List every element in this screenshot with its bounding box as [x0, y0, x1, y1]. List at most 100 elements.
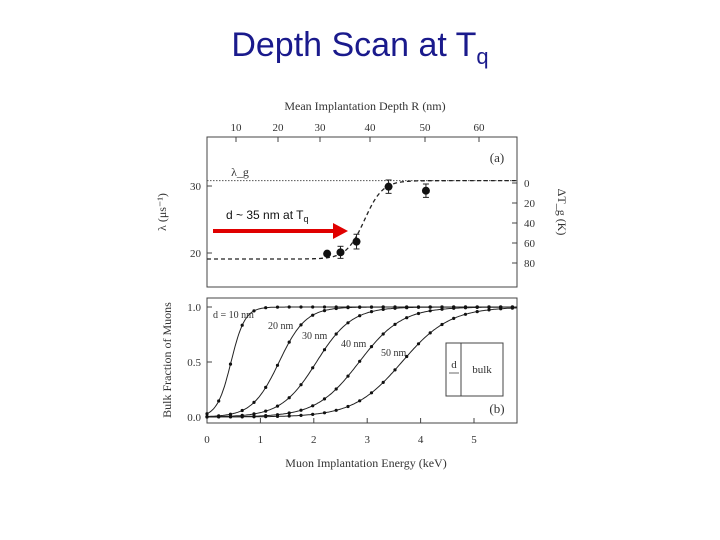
panel-b-x-tick-label: 2	[311, 434, 317, 446]
panel-b-point	[287, 340, 291, 344]
panel-b-point	[287, 305, 291, 309]
panel-b-point	[205, 415, 209, 419]
panel-b-point	[358, 314, 362, 318]
panel-a-top-axis-label: Mean Implantation Depth R (nm)	[284, 99, 445, 113]
panel-a-left-tick-label: 20	[190, 248, 202, 260]
panel-b-point	[299, 408, 303, 412]
panel-b-series-label: 30 nm	[302, 331, 328, 342]
panel-b-point	[275, 305, 280, 309]
panel-b-point	[275, 414, 280, 418]
panel-b-point	[416, 311, 421, 316]
panel-b-point	[416, 342, 421, 346]
panel-b-point	[416, 305, 421, 309]
panel-a-left-tick-label: 30	[190, 181, 202, 193]
panel-b-y-ticks: 0.0 0.5 1.0	[187, 302, 212, 424]
panel-b-point	[369, 391, 374, 395]
panel-b-point	[440, 322, 444, 327]
panel-b-point	[369, 305, 374, 309]
panel-b-series-label: 20 nm	[268, 321, 294, 332]
panel-b-series-label: 40 nm	[341, 339, 367, 350]
panel-b-point	[487, 308, 491, 312]
panel-b-point	[322, 397, 327, 401]
panel-b-point	[381, 380, 385, 384]
panel-b-series-label: 50 nm	[381, 348, 407, 359]
panel-b-point	[287, 396, 291, 400]
panel-b-point	[240, 415, 244, 419]
panel-b-point	[322, 348, 327, 352]
panel-a-points	[323, 179, 430, 259]
panel-b-point	[393, 322, 397, 326]
panel-b-point	[299, 383, 303, 387]
panel-b-x-tick-label: 5	[471, 434, 477, 446]
panel-b-point	[252, 412, 256, 416]
panel-a-top-tick-label: 10	[231, 122, 243, 134]
panel-b-y-tick-label: 0.0	[187, 412, 201, 424]
slide-title-subscript: q	[476, 44, 489, 69]
panel-b-point	[275, 404, 280, 408]
panel-b-point	[358, 399, 362, 403]
panel-b-point	[217, 415, 221, 419]
panel-a-y-left-label: λ (μs⁻¹)	[155, 193, 169, 231]
panel-b-x-ticks: 0 1 2 3 4 5	[204, 418, 477, 446]
panel-b-point	[499, 307, 503, 311]
panel-b-point	[322, 309, 327, 313]
panel-b-point	[475, 305, 479, 309]
panel-b-point	[346, 374, 350, 378]
panel-b-point	[440, 307, 444, 311]
slide-title-main: Depth Scan at T	[231, 26, 477, 64]
panel-b-point	[452, 316, 456, 320]
panel-b-y-tick-label: 1.0	[187, 302, 201, 314]
panel-b-point	[240, 408, 244, 413]
panel-a-frame	[206, 136, 518, 288]
panel-b-x-tick-label: 0	[204, 434, 210, 446]
panel-b-point	[228, 415, 233, 419]
panel-b-point	[358, 359, 362, 363]
panel-b-point	[405, 354, 409, 359]
panel-b-x-tick-label: 4	[418, 434, 424, 446]
panel-b-point	[322, 305, 327, 309]
panel-a-top-tick-label: 30	[315, 122, 327, 134]
panel-a-point	[421, 186, 430, 195]
panel-b-x-tick-label: 3	[364, 434, 370, 446]
panel-b-point	[299, 305, 303, 309]
panel-a-point	[336, 248, 345, 257]
panel-b-point	[311, 313, 315, 317]
panel-b-point	[334, 306, 338, 311]
panel-b-point	[299, 323, 303, 327]
panel-a-right-tick-label: 60	[524, 238, 536, 250]
panel-b-point	[252, 400, 256, 404]
panel-a-point	[352, 237, 361, 246]
inset-diagram: d bulk	[445, 342, 504, 397]
panel-b-point	[428, 305, 432, 309]
panel-b-point	[275, 363, 280, 367]
panel-b-point	[322, 411, 327, 415]
panel-b-point	[299, 413, 303, 417]
panel-b-label: (b)	[489, 401, 504, 416]
panel-b-point	[287, 411, 291, 415]
inset-box	[445, 342, 504, 397]
panel-b-point	[405, 316, 409, 320]
panel-b-point	[311, 366, 315, 370]
panel-b-point	[264, 409, 268, 413]
panel-b-point	[311, 305, 315, 309]
panel-b-point	[252, 309, 256, 313]
panel-b-x-tick-label: 1	[258, 434, 264, 446]
annotation-text: d ~ 35 nm at Tq	[226, 208, 309, 224]
panel-b-point	[311, 404, 315, 408]
panel-b-point	[240, 323, 244, 327]
panel-b-point	[264, 385, 268, 389]
panel-b-point	[381, 332, 385, 336]
lambda-g-label: λ_g	[231, 165, 249, 179]
annotation-text-subscript: q	[304, 214, 309, 224]
panel-b-point	[393, 306, 397, 310]
slide-title: Depth Scan at Tq	[0, 26, 720, 70]
panel-b-point	[311, 412, 315, 416]
panel-b-point	[475, 310, 479, 314]
panel-b-point	[334, 387, 338, 391]
panel-b-point	[428, 309, 432, 313]
panel-b-point	[487, 305, 491, 309]
inset-bulk-label: bulk	[472, 364, 492, 376]
panel-b-frame	[206, 297, 518, 424]
panel-b-point	[393, 368, 397, 372]
